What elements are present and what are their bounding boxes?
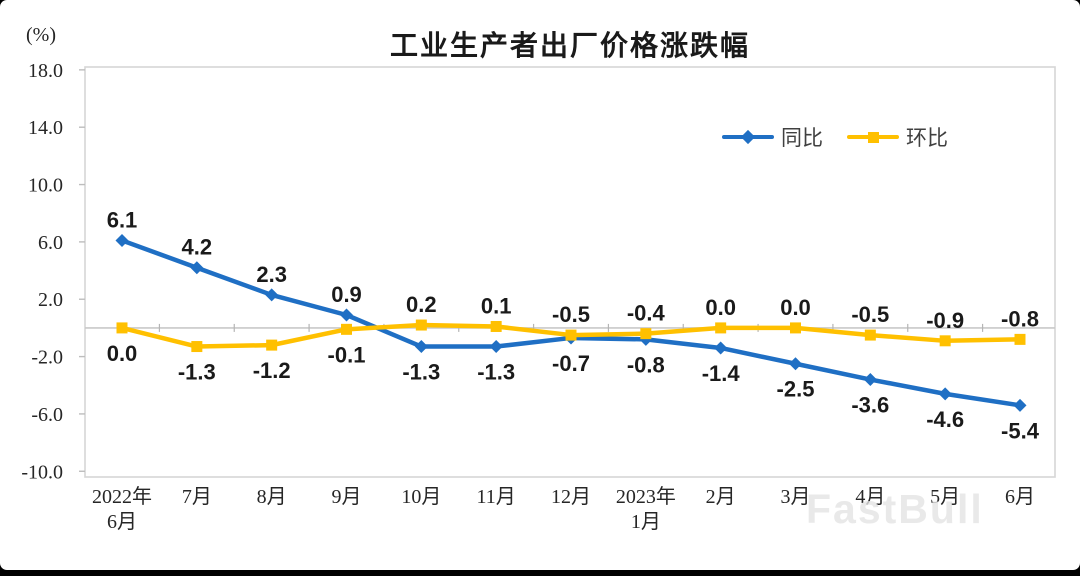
data-label: -0.4 xyxy=(627,301,666,326)
data-label: -1.3 xyxy=(477,360,515,385)
data-label: -0.1 xyxy=(328,342,366,367)
data-point-marker xyxy=(490,320,502,332)
y-axis-tick-label: 2.0 xyxy=(38,289,63,311)
data-label: 0.1 xyxy=(481,293,512,318)
y-axis-tick-label: 14.0 xyxy=(28,117,63,139)
y-axis-tick-label: 6.0 xyxy=(38,232,63,254)
watermark: FastBull xyxy=(806,486,984,532)
chart-legend: 同比 环比 xyxy=(722,122,948,152)
data-label: -1.2 xyxy=(253,358,291,383)
data-point-marker xyxy=(341,323,352,335)
data-point-marker xyxy=(864,329,876,341)
y-axis-tick-label: -10.0 xyxy=(21,461,63,483)
data-point-marker xyxy=(414,340,428,354)
x-axis-tick-label: 8月 xyxy=(257,486,287,508)
x-axis-tick-label: 12月 xyxy=(551,486,591,508)
data-point-marker xyxy=(565,329,577,341)
x-axis-tick-label: 6月 xyxy=(1005,486,1035,508)
data-point-marker xyxy=(789,357,802,371)
y-axis-tick-label: -6.0 xyxy=(31,404,63,426)
data-point-marker xyxy=(640,328,652,340)
y-axis-unit-label: (%) xyxy=(26,24,56,46)
data-point-marker xyxy=(340,308,353,322)
data-label: -3.6 xyxy=(851,393,889,418)
data-point-marker xyxy=(116,322,128,334)
data-label: -1.4 xyxy=(702,361,741,386)
data-label: -0.5 xyxy=(851,302,889,327)
data-point-marker xyxy=(863,373,877,387)
x-axis-tick-label: 2023年 1月 xyxy=(616,485,676,533)
data-point-marker xyxy=(191,341,203,353)
data-point-marker xyxy=(489,340,503,354)
data-label: 0.2 xyxy=(406,292,437,317)
data-label: -5.4 xyxy=(1001,418,1040,443)
x-axis-tick-label: 11月 xyxy=(477,486,516,508)
data-point-marker xyxy=(415,319,427,331)
data-point-marker xyxy=(265,288,279,302)
data-label: -2.5 xyxy=(777,377,815,402)
mom-line-marker-icon xyxy=(847,129,899,145)
x-axis-tick-label: 3月 xyxy=(781,486,811,508)
x-axis-tick-label: 7月 xyxy=(182,486,212,508)
x-axis-tick-label: 2月 xyxy=(706,486,736,508)
data-label: -0.8 xyxy=(1001,306,1039,331)
data-point-marker xyxy=(714,341,728,355)
data-label: 0.9 xyxy=(331,282,362,307)
data-label: 6.1 xyxy=(107,207,138,232)
data-label: 0.0 xyxy=(780,295,811,320)
data-label: -4.6 xyxy=(926,407,964,432)
yoy-line-marker-icon xyxy=(722,129,774,145)
data-label: 0.0 xyxy=(107,341,138,366)
data-point-marker xyxy=(1014,333,1026,345)
chart-title: 工业生产者出厂价格涨跌幅 xyxy=(389,30,750,61)
y-axis-tick-label: -2.0 xyxy=(31,347,63,369)
data-label: -1.3 xyxy=(178,360,216,385)
legend-label-yoy: 同比 xyxy=(781,127,823,150)
data-point-marker xyxy=(190,261,204,275)
data-label: -0.5 xyxy=(552,302,590,327)
data-point-marker xyxy=(938,387,952,401)
legend-item-mom: 环比 xyxy=(847,122,948,152)
x-axis-tick-label: 2022年 6月 xyxy=(92,485,152,533)
data-label: 2.3 xyxy=(256,262,287,287)
data-point-marker xyxy=(715,322,727,334)
data-label: 4.2 xyxy=(182,235,213,260)
data-label: -0.8 xyxy=(627,352,665,377)
plot-border xyxy=(84,66,1056,478)
legend-item-yoy: 同比 xyxy=(722,122,823,152)
x-axis-tick-label: 9月 xyxy=(332,486,362,508)
data-point-marker xyxy=(115,233,129,247)
data-point-marker xyxy=(790,322,801,334)
y-axis-tick-label: 10.0 xyxy=(28,175,63,197)
x-axis-tick-label: 4月 xyxy=(855,486,885,508)
data-point-marker xyxy=(1013,398,1027,412)
data-label: -0.9 xyxy=(926,308,964,333)
y-axis-tick-label: 18.0 xyxy=(28,60,63,82)
data-label: 0.0 xyxy=(705,295,736,320)
data-label: -1.3 xyxy=(402,360,440,385)
data-point-marker xyxy=(266,339,278,351)
data-point-marker xyxy=(939,335,951,347)
data-label: -0.7 xyxy=(552,351,590,376)
x-axis-tick-label: 5月 xyxy=(930,486,960,508)
legend-label-mom: 环比 xyxy=(906,127,948,150)
x-axis-tick-label: 10月 xyxy=(401,486,441,508)
